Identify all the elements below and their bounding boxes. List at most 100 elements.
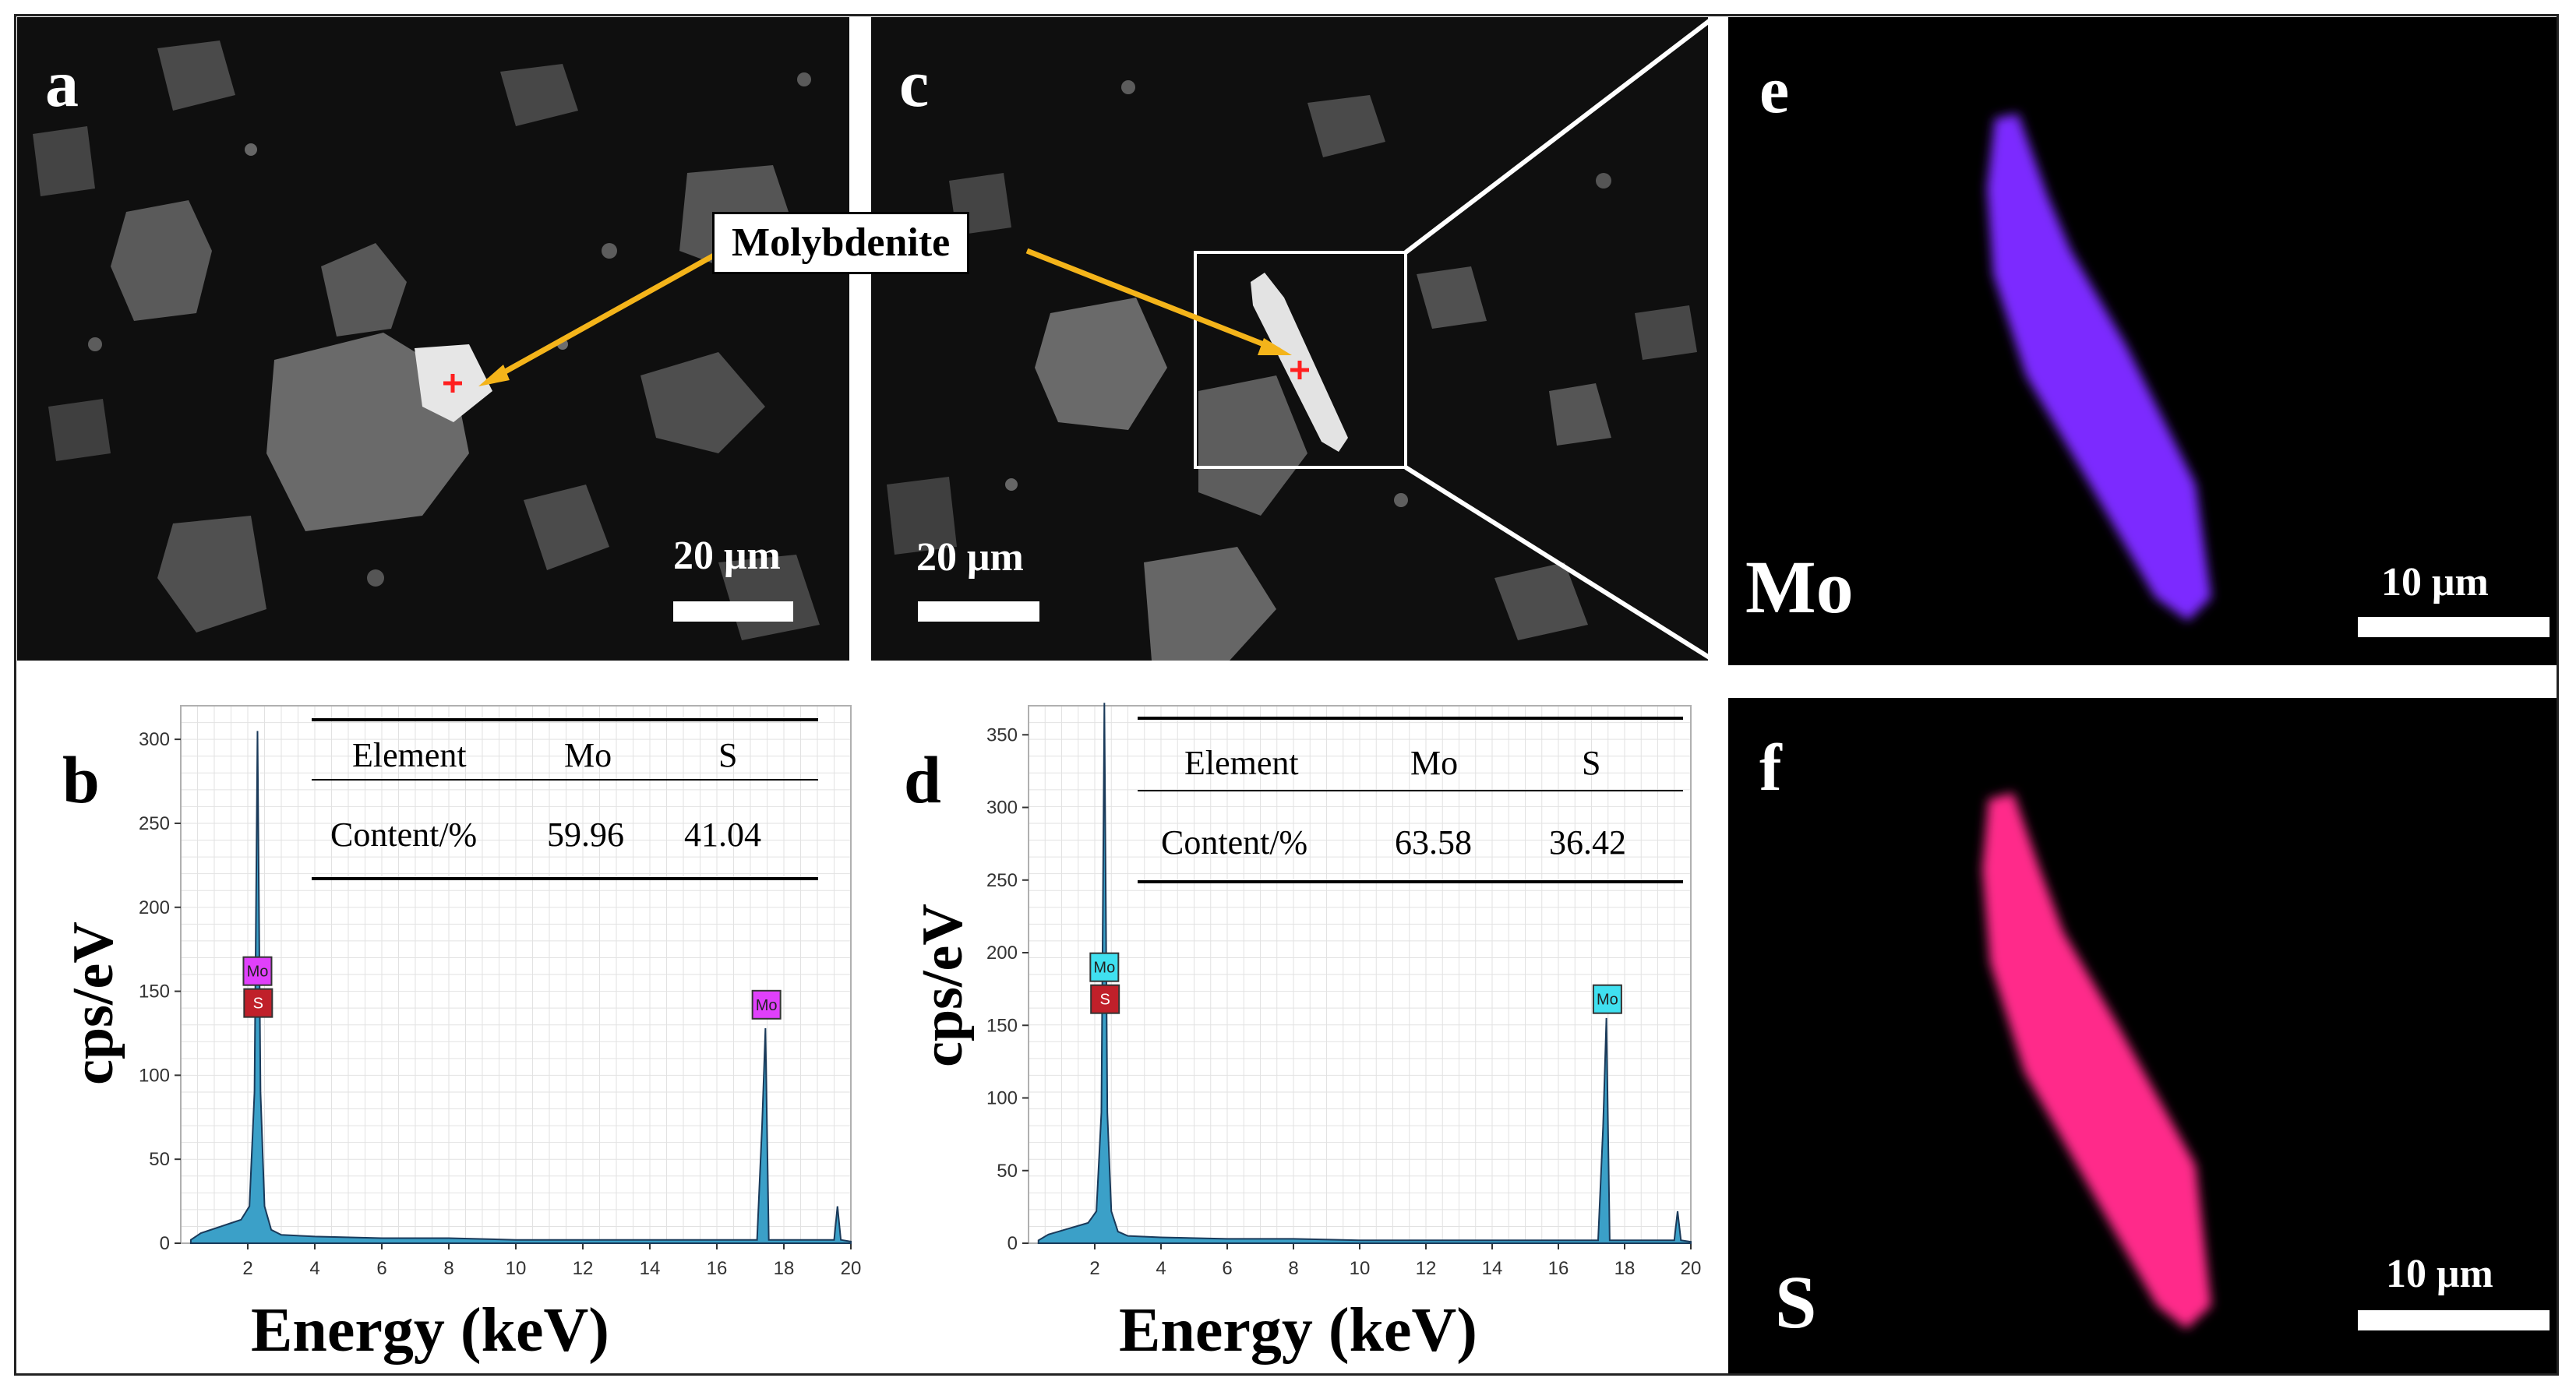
x-tick-label: 2 (1089, 1258, 1099, 1279)
table-row-label-d: Content/% (1161, 823, 1308, 862)
x-tick-label: 6 (376, 1258, 386, 1279)
particle (1549, 383, 1611, 446)
sem-image-a: a 20 μm (17, 17, 849, 661)
particle (797, 72, 811, 86)
x-tick-label: 4 (309, 1258, 319, 1279)
table-rule-mid-b (312, 779, 818, 781)
particle (1307, 95, 1385, 157)
particle (245, 143, 257, 156)
particle (266, 333, 469, 531)
y-tick-label: 50 (149, 1149, 170, 1170)
x-tick-label: 6 (1222, 1258, 1232, 1279)
peak-label-mo: Mo (1597, 992, 1618, 1009)
table-value-s-b: 41.04 (684, 816, 761, 854)
table-header-mo-b: Mo (564, 736, 612, 774)
zoom-line-bottom (1404, 465, 1716, 663)
scale-bar-c (918, 601, 1039, 622)
particle (640, 352, 765, 453)
panel-letter-b: b (62, 742, 100, 817)
table-value-mo-b: 59.96 (547, 816, 624, 854)
peak-label-mo: Mo (247, 964, 269, 981)
element-label-s: S (1775, 1260, 1817, 1344)
element-map-e: e Mo 10 μm (1728, 17, 2559, 665)
particle (157, 41, 235, 111)
y-tick-label: 0 (1007, 1233, 1018, 1254)
particle (1394, 493, 1408, 507)
particle (367, 569, 384, 587)
scale-bar-e (2358, 617, 2550, 637)
y-tick-label: 50 (997, 1161, 1018, 1182)
panel-letter-d: d (904, 742, 941, 817)
table-header-s-d: S (1582, 744, 1601, 782)
particle (524, 485, 609, 570)
x-tick-label: 16 (1548, 1258, 1569, 1279)
particle (1121, 80, 1135, 94)
y-tick-label: 250 (986, 870, 1018, 891)
particle (1596, 173, 1611, 189)
x-tick-label: 14 (1482, 1258, 1503, 1279)
scale-label-f: 10 μm (2386, 1252, 2493, 1296)
table-value-s-d: 36.42 (1549, 823, 1626, 862)
peak-label-box (242, 956, 273, 986)
callout-arrowhead-a (478, 365, 510, 386)
scale-bar-a (673, 601, 793, 622)
panel-letter-c: c (899, 46, 930, 121)
peak-label-box (243, 988, 273, 1018)
mo-distribution (1987, 114, 2211, 621)
mo-map-shape (1987, 114, 2211, 621)
x-tick-label: 16 (707, 1258, 728, 1279)
table-rule-bottom-b (312, 877, 818, 880)
particle (48, 399, 111, 461)
eds-panel-b: b cps/eV Energy (keV) 2 4 6 8 10 12 14 16 18 20 0 5… (17, 675, 866, 1376)
x-tick-label: 10 (1350, 1258, 1371, 1279)
x-axis-label-b: Energy (keV) (251, 1296, 609, 1365)
zoom-line-top (1404, 15, 1716, 255)
x-tick-label: 8 (1288, 1258, 1298, 1279)
particle (111, 200, 212, 321)
scale-label-c: 20 μm (916, 535, 1024, 580)
scale-bar-f (2358, 1310, 2550, 1330)
table-value-mo-d: 63.58 (1395, 823, 1472, 862)
eds-panel-d: d cps/eV Energy (keV) 2 4 6 8 10 12 14 16 18 20 0 5… (880, 675, 1730, 1376)
particle (1005, 478, 1018, 491)
particle (500, 64, 578, 126)
x-axis-label-d: Energy (keV) (1119, 1296, 1477, 1365)
s-map-shape (1982, 793, 2211, 1329)
particle (321, 243, 407, 337)
table-rule-top-b (312, 718, 818, 721)
callout-arrow-a (485, 245, 729, 385)
particle (1198, 375, 1307, 516)
x-tick-label: 2 (242, 1258, 252, 1279)
s-distribution (1982, 793, 2211, 1329)
table-rule-mid-d (1138, 790, 1683, 791)
x-tick-label: 10 (506, 1258, 527, 1279)
particle (1144, 547, 1276, 661)
y-tick-label: 150 (139, 981, 170, 1003)
sem-image-c: c 20 μm (871, 17, 1708, 661)
eds-plot-d: 2 4 6 8 10 12 14 16 18 20050100150200250300350MoS… (986, 703, 1701, 1279)
x-tick-label: 8 (443, 1258, 453, 1279)
zoom-box (1194, 251, 1407, 469)
table-rule-bottom-d (1138, 880, 1683, 883)
panel-letter-f: f (1759, 730, 1782, 805)
particle (1417, 266, 1487, 329)
spectrum-series (1037, 703, 1692, 1244)
y-tick-label: 300 (986, 798, 1018, 819)
peak-label-mo: Mo (1093, 960, 1115, 977)
peak-label-s: S (253, 996, 263, 1013)
peak-label-box (1089, 952, 1120, 982)
peak-label-box (751, 989, 782, 1020)
y-tick-label: 150 (986, 1015, 1018, 1036)
table-header-element-b: Element (352, 736, 467, 774)
particle (887, 477, 957, 555)
y-tick-label: 0 (160, 1233, 170, 1254)
y-tick-label: 200 (139, 897, 170, 918)
peak-label-box (1592, 984, 1622, 1014)
callout-label: Molybdenite (712, 212, 970, 275)
particle (157, 516, 266, 633)
particle (33, 126, 95, 196)
particle (88, 337, 102, 351)
table-header-mo-d: Mo (1410, 744, 1459, 782)
